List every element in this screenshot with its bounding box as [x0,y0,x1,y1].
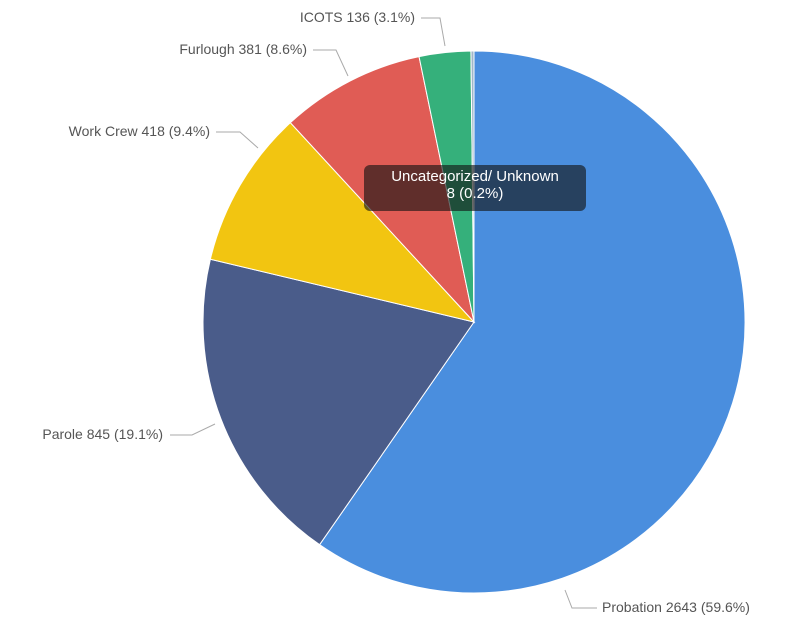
label-value: 845 [87,426,111,442]
label-category: Work Crew [69,123,139,139]
label-percent: (9.4%) [169,123,210,139]
label-percent: (8.6%) [266,41,307,57]
tooltip-percent: (0.2%) [459,185,503,202]
labels: Probation 2643 (59.6%) Parole 845 (19.1%)… [42,9,750,615]
slice-label: ICOTS 136 (3.1%) [300,9,415,25]
tooltip-box [364,165,586,211]
leader-line [216,131,259,149]
label-category: Probation [602,599,662,615]
label-category: ICOTS [300,9,343,25]
leader-line [421,17,446,47]
label-percent: (19.1%) [114,426,163,442]
leader-line [313,49,349,77]
slice-label: Work Crew 418 (9.4%) [69,123,210,139]
tooltip-count: 8 [447,185,455,202]
label-category: Furlough [179,41,234,57]
label-percent: (59.6%) [701,599,750,615]
label-percent: (3.1%) [374,9,415,25]
slice [209,121,476,323]
label-value: 2643 [666,599,697,615]
slice-label: Probation 2643 (59.6%) [602,599,750,615]
label-value: 136 [347,9,371,25]
slice-label: Furlough 381 (8.6%) [179,41,307,57]
slice [202,258,475,546]
tooltip-value: 8 (0.2%) [447,185,504,202]
label-category: Parole [42,426,83,442]
pie [202,50,746,594]
label-value: 381 [239,41,263,57]
leader-line [564,589,597,609]
slice [318,50,746,594]
tooltip-title: Uncategorized/ Unknown [391,168,559,185]
label-value: 418 [142,123,166,139]
slice-label: Parole 845 (19.1%) [42,426,163,442]
leader-line [170,423,216,436]
tooltip: Uncategorized/ Unknown 8 (0.2%) [364,165,586,211]
